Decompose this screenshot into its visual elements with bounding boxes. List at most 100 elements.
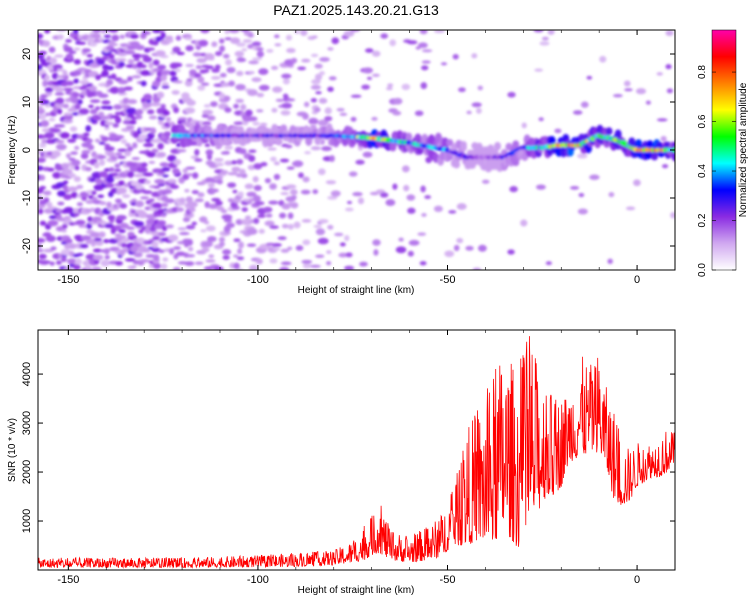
spectrogram-cell	[156, 220, 167, 226]
spectrogram-cell	[607, 258, 613, 264]
spectrogram-cell	[392, 183, 398, 190]
spectrogram-cell	[108, 53, 115, 60]
spectrogram-cell	[73, 59, 81, 65]
spectrogram-cell	[239, 168, 246, 175]
spectrogram-cell	[84, 264, 92, 270]
spectrogram-cell	[143, 143, 154, 148]
spectrogram-xtick-label: -50	[440, 274, 456, 286]
spectrogram-cell	[99, 201, 107, 206]
spectrogram-cell	[151, 241, 159, 249]
spectrogram-cell	[134, 44, 145, 51]
spectrogram-cell	[62, 69, 68, 76]
spectrogram-cell	[121, 237, 130, 243]
spectrogram-cell	[304, 151, 311, 155]
spectrogram-cell	[133, 220, 145, 227]
spectrogram-cell	[39, 58, 47, 63]
spectrogram-xlabel: Height of straight line (km)	[298, 285, 415, 296]
spectrogram-cell	[122, 194, 131, 199]
spectrogram-cell	[315, 228, 326, 236]
snr-series-line	[38, 336, 675, 569]
spectrogram-cell	[235, 83, 246, 91]
spectrogram-cell	[247, 33, 255, 38]
spectrogram-noise-cells	[38, 30, 675, 270]
spectrogram-cell	[278, 212, 287, 219]
spectrogram-cell	[279, 266, 290, 270]
spectrogram-cell	[112, 206, 120, 211]
spectrogram-cell	[612, 94, 623, 98]
spectrogram-cell	[119, 34, 126, 39]
spectrogram-cell	[69, 126, 78, 132]
spectrogram-cell	[507, 249, 515, 255]
spectrogram-cell	[86, 53, 93, 58]
spectrogram-cell	[303, 101, 310, 108]
spectrogram-cell	[314, 107, 321, 113]
spectrogram-cell	[176, 207, 185, 212]
spectrogram-cell	[202, 69, 210, 73]
spectrogram-cell	[236, 70, 244, 77]
spectrogram-cell	[160, 202, 169, 208]
spectrogram-cell	[39, 142, 47, 148]
spectrogram-cell	[110, 155, 118, 161]
spectrogram-cell	[226, 222, 235, 228]
spectrogram-cell	[151, 202, 163, 209]
spectrogram-cell	[127, 146, 134, 152]
spectrogram-cell	[371, 116, 378, 121]
colorbar-bar	[711, 29, 737, 271]
spectrogram-cell	[420, 82, 428, 90]
spectrogram-cell	[471, 102, 482, 108]
spectrogram-cell	[120, 139, 128, 145]
spectrogram-cell	[140, 80, 147, 87]
spectrogram-cell	[248, 60, 259, 65]
spectrogram-cell	[352, 191, 363, 197]
spectrogram-cell	[124, 258, 136, 262]
spectrogram-cell	[580, 101, 589, 108]
spectrogram-cell	[142, 249, 151, 253]
spectrogram-cell	[50, 246, 57, 251]
spectrogram-cell	[138, 229, 144, 234]
spectrogram-cell	[252, 57, 263, 61]
spectrogram-cell	[93, 162, 100, 169]
spectrogram-cell	[453, 160, 461, 169]
spectrogram-cell	[56, 68, 65, 72]
spectrogram-cell	[47, 219, 59, 227]
spectrogram-cell	[287, 246, 293, 251]
spectrogram-cell	[421, 60, 431, 64]
spectrogram-cell	[57, 108, 63, 115]
spectrogram-cell	[350, 30, 361, 32]
spectrogram-cell	[38, 105, 43, 110]
spectrogram-cell	[328, 76, 337, 81]
spectrogram-cell	[75, 219, 86, 225]
spectrogram-cell	[656, 72, 663, 76]
spectrogram-cell	[366, 76, 373, 80]
spectrogram-cell	[86, 138, 93, 144]
spectrogram-cell	[138, 259, 150, 263]
spectrogram-cell	[95, 106, 101, 111]
spectrogram-cell	[117, 79, 129, 85]
spectrogram-cell	[140, 162, 148, 168]
spectrogram-cell	[302, 263, 312, 269]
spectrogram-cell	[213, 266, 224, 270]
spectrogram-cell	[236, 158, 244, 165]
spectrogram-cell	[282, 78, 290, 85]
spectrogram-cell	[184, 79, 193, 87]
spectrogram-cell	[142, 172, 154, 177]
snr-ytick-label: 3000	[21, 411, 33, 435]
spectrogram-cell	[60, 257, 67, 263]
spectrogram-cell	[477, 244, 487, 252]
spectrogram-cell	[251, 77, 262, 83]
spectrogram-cell	[176, 149, 187, 153]
spectrogram-cell	[127, 59, 135, 65]
spectrogram-cell	[201, 82, 210, 86]
spectrogram-cell	[100, 136, 109, 142]
spectrogram-cell	[414, 110, 424, 117]
spectrogram-cell	[535, 184, 546, 190]
spectrogram-cell	[186, 99, 196, 106]
spectrogram-cell	[209, 188, 219, 193]
spectrogram-cell	[331, 37, 340, 45]
spectrogram-cell	[205, 65, 214, 70]
spectrogram-cell	[160, 55, 169, 59]
spectrogram-cell	[185, 225, 196, 230]
spectrogram-cell	[127, 231, 135, 237]
spectrogram-cell	[65, 53, 74, 61]
spectrogram-cell	[81, 84, 88, 90]
